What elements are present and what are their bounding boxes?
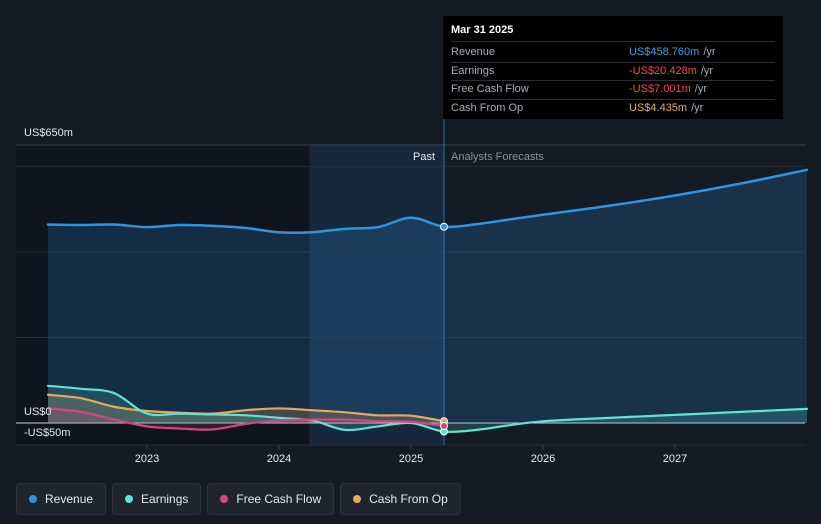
tooltip-row-label: Cash From Op bbox=[451, 101, 524, 114]
y-axis-zero-label: US$0 bbox=[24, 406, 52, 418]
legend-item-cash-from-op[interactable]: Cash From Op bbox=[340, 483, 461, 515]
earnings-area bbox=[48, 385, 807, 432]
legend-item-free-cash-flow[interactable]: Free Cash Flow bbox=[207, 483, 335, 515]
past-label: Past bbox=[413, 151, 435, 163]
tooltip-row-unit: /yr bbox=[691, 101, 704, 114]
x-tick-label: 2023 bbox=[135, 453, 159, 465]
legend-label: Earnings bbox=[141, 492, 189, 506]
x-axis-ticks: 2023 2024 2025 2026 2027 bbox=[135, 445, 687, 465]
free-cash-flow-point bbox=[440, 421, 448, 430]
highlight-band bbox=[309, 145, 444, 445]
legend-label: Free Cash Flow bbox=[236, 492, 322, 506]
tooltip-row-value: -US$7.001m bbox=[629, 83, 691, 95]
legend-item-revenue[interactable]: Revenue bbox=[16, 483, 107, 515]
x-tick-label: 2026 bbox=[531, 453, 555, 465]
tooltip-date: Mar 31 2025 bbox=[451, 23, 775, 42]
forecast-label: Analysts Forecasts bbox=[451, 151, 544, 163]
legend-dot-icon bbox=[29, 495, 37, 503]
revenue-area bbox=[48, 169, 807, 423]
series-lines bbox=[46, 168, 809, 434]
x-tick-label: 2027 bbox=[663, 453, 687, 465]
tooltip-row-value: US$458.760m bbox=[629, 46, 700, 58]
tooltip-row-free-cash-flow: Free Cash Flow -US$7.001m/yr bbox=[451, 81, 775, 100]
tooltip-row-unit: /yr bbox=[703, 46, 716, 58]
tooltip-row-cash-from-op: Cash From Op US$4.435m/yr bbox=[451, 100, 775, 118]
revenue-line bbox=[46, 168, 809, 234]
legend-dot-icon bbox=[220, 495, 229, 503]
y-axis-top-label: US$650m bbox=[24, 127, 73, 139]
legend-label: Revenue bbox=[45, 492, 94, 506]
earnings-line bbox=[46, 384, 809, 434]
cash-from-op-area bbox=[48, 394, 444, 423]
legend: Revenue Earnings Free Cash Flow Cash From O… bbox=[16, 483, 461, 515]
y-axis-bottom-label: -US$50m bbox=[24, 427, 70, 439]
legend-label: Cash From Op bbox=[369, 492, 448, 506]
series-markers bbox=[440, 222, 448, 436]
tooltip-row-earnings: Earnings -US$20.428m/yr bbox=[451, 63, 775, 81]
x-tick-label: 2024 bbox=[267, 453, 291, 465]
tooltip-row-value: US$4.435m bbox=[629, 101, 688, 114]
tooltip-row-revenue: Revenue US$458.760m/yr bbox=[451, 44, 775, 63]
x-tick-label: 2025 bbox=[399, 453, 423, 465]
tooltip-panel: Mar 31 2025 Revenue US$458.760m/yr Earning… bbox=[443, 16, 783, 119]
tooltip-row-label: Free Cash Flow bbox=[451, 83, 529, 95]
tooltip-row-value: -US$20.428m bbox=[629, 64, 697, 77]
chart-background bbox=[16, 145, 444, 445]
tooltip-row-label: Earnings bbox=[451, 64, 495, 77]
tooltip-row-unit: /yr bbox=[700, 64, 714, 77]
legend-dot-icon bbox=[353, 495, 362, 503]
tooltip-row-label: Revenue bbox=[451, 46, 496, 58]
legend-item-earnings[interactable]: Earnings bbox=[112, 483, 202, 515]
revenue-point bbox=[440, 222, 448, 231]
free-cash-flow-area bbox=[48, 408, 444, 430]
tooltip-row-unit: /yr bbox=[694, 83, 707, 95]
cash-from-op-line bbox=[46, 393, 446, 423]
legend-dot-icon bbox=[125, 495, 134, 503]
free-cash-flow-line bbox=[46, 407, 446, 431]
series-areas bbox=[48, 169, 807, 432]
